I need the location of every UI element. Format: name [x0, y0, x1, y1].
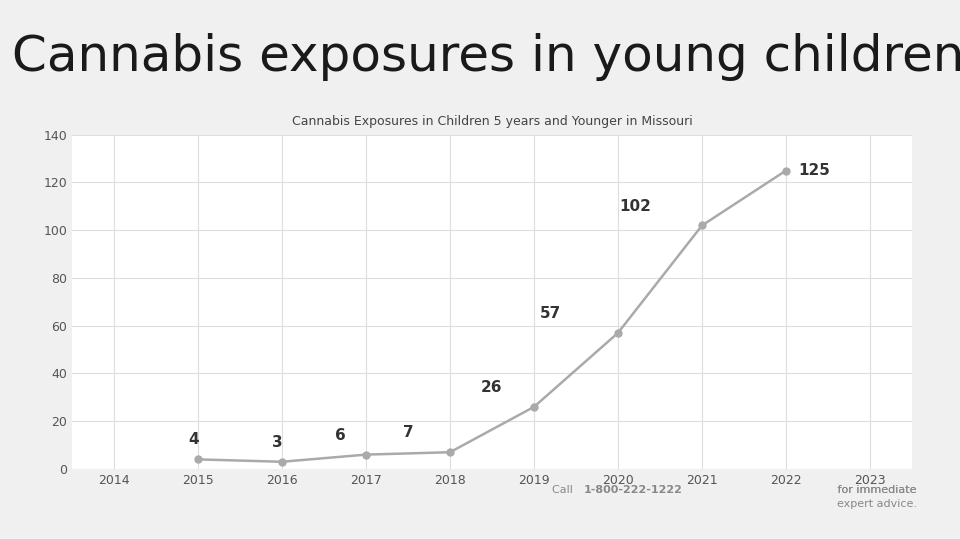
Text: for immediate: for immediate: [834, 485, 917, 495]
Text: 3: 3: [273, 435, 283, 450]
Text: 125: 125: [799, 163, 830, 178]
Text: Call: Call: [552, 485, 576, 495]
Text: Cannabis exposures in young children: Cannabis exposures in young children: [12, 33, 960, 81]
Text: for immediate: for immediate: [834, 485, 917, 495]
Text: 4: 4: [188, 432, 199, 447]
Text: 1-800-222-1222: 1-800-222-1222: [584, 485, 683, 495]
Text: 26: 26: [481, 380, 503, 395]
Text: 57: 57: [540, 306, 562, 321]
Text: 6: 6: [335, 427, 347, 443]
Text: expert advice.: expert advice.: [837, 499, 917, 509]
Text: 7: 7: [402, 425, 414, 440]
Text: 102: 102: [619, 198, 651, 213]
Title: Cannabis Exposures in Children 5 years and Younger in Missouri: Cannabis Exposures in Children 5 years a…: [292, 115, 692, 128]
